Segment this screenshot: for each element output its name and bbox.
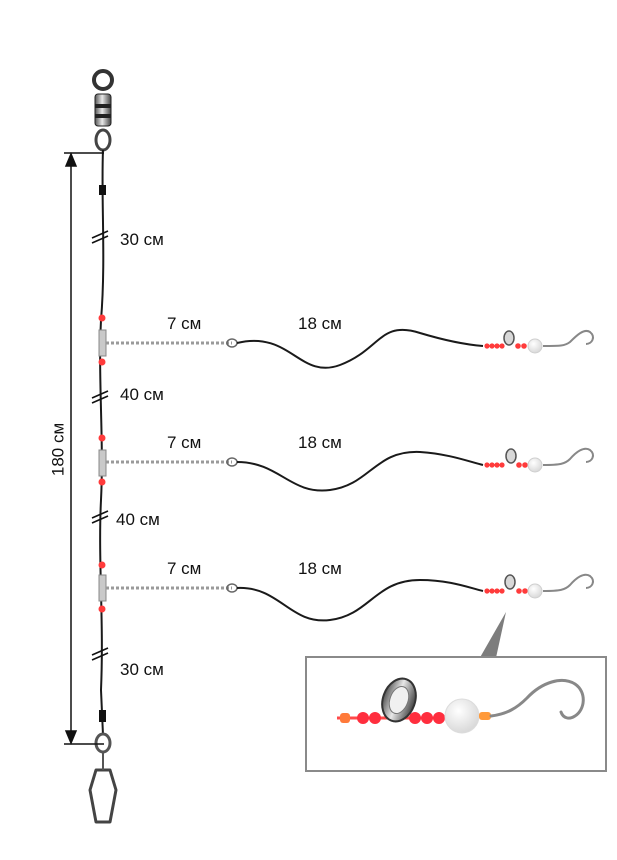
segment-label-top: 30 см [120, 230, 164, 249]
segment-label-bottom: 30 см [120, 660, 164, 679]
segment-label-middle-1: 40 см [120, 385, 164, 404]
branch-2-twisted-label: 7 см [167, 433, 202, 452]
branch-1-twisted-label: 7 см [167, 314, 202, 333]
hook-closeup-inset [305, 656, 607, 772]
swivel-top [92, 69, 114, 152]
total-length-label: 180 см [48, 422, 68, 477]
branch-1 [98, 314, 594, 369]
total-length-dimension [64, 152, 104, 745]
branch-3-twisted-label: 7 см [167, 559, 202, 578]
branch-3-leader-label: 18 см [298, 559, 342, 578]
snap-bottom [88, 732, 118, 824]
segment-label-middle-2: 40 см [116, 510, 160, 529]
break-marks [91, 230, 109, 661]
branch-3 [98, 561, 594, 622]
hook-closeup-illustration [337, 677, 585, 734]
branch-2 [98, 434, 594, 492]
branch-1-leader-label: 18 см [298, 314, 342, 333]
branch-2-leader-label: 18 см [298, 433, 342, 452]
